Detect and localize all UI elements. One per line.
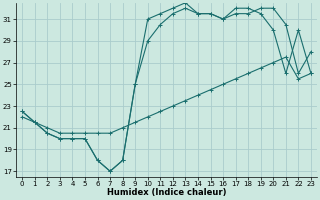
- X-axis label: Humidex (Indice chaleur): Humidex (Indice chaleur): [107, 188, 226, 197]
